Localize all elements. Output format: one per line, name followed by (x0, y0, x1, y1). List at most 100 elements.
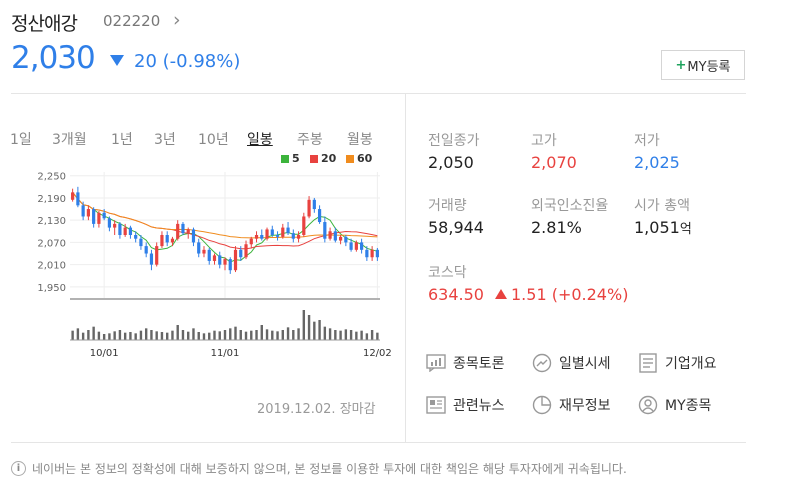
candle-body (160, 235, 164, 247)
legend-label: 5 (292, 152, 300, 165)
candle-body (223, 259, 227, 265)
legend-item: 5 (281, 152, 300, 165)
volume-bar (134, 333, 137, 340)
stat-unit: 억 (679, 222, 692, 237)
volume-bar (208, 332, 211, 340)
legend-swatch (310, 154, 318, 163)
candle-body (233, 249, 238, 271)
link-document-list[interactable]: 기업개요 (637, 352, 717, 374)
stock-code[interactable]: 022220 (103, 12, 161, 30)
volume-bar (81, 332, 85, 340)
period-tab[interactable]: 주봉 (297, 132, 323, 148)
candle-body (197, 242, 201, 254)
link-newspaper[interactable]: 관련뉴스 (425, 394, 505, 416)
info-icon: i (11, 461, 26, 476)
period-tab[interactable]: 월봉 (347, 132, 373, 148)
y-tick-label: 2,070 (37, 238, 66, 249)
candle-body (307, 199, 311, 217)
candle-body (81, 205, 85, 217)
volume-bar (307, 315, 311, 340)
period-tab[interactable]: 1년 (111, 132, 133, 148)
stock-name[interactable]: 정산애강 (11, 13, 78, 35)
candle-body (155, 246, 159, 265)
candle-body (370, 249, 374, 258)
volume-bar (97, 331, 101, 340)
my-register-button[interactable]: + MY등록 (661, 50, 745, 80)
candle-body (118, 223, 122, 235)
legend-swatch (346, 154, 354, 163)
stat-value: 2,050 (428, 153, 474, 172)
period-tab[interactable]: 3년 (154, 132, 176, 148)
volume-bar (355, 331, 358, 340)
x-tick-label: 12/02 (363, 348, 392, 359)
candle-body (375, 249, 379, 258)
candle-body (186, 229, 190, 234)
volume-bar (139, 330, 143, 340)
legend-item: 20 (310, 152, 336, 165)
current-price: 2,030 (11, 40, 96, 76)
link-pie-chart[interactable]: 재무정보 (531, 394, 611, 416)
chevron-right-icon[interactable]: › (173, 9, 181, 31)
volume-bar (87, 330, 90, 340)
y-tick-label: 2,130 (37, 216, 66, 227)
x-tick-label: 10/01 (90, 348, 119, 359)
legend-label: 20 (321, 152, 337, 165)
volume-bar (76, 328, 80, 340)
link-trend-circle[interactable]: 일별시세 (531, 352, 611, 374)
volume-bar (187, 331, 190, 340)
stat-value: 2,025 (634, 153, 680, 172)
volume-bar (192, 328, 195, 340)
candle-body (102, 212, 106, 219)
period-tab[interactable]: 10년 (198, 132, 229, 148)
candle-body (149, 253, 154, 265)
candle-body (144, 246, 148, 254)
candle-body (323, 222, 327, 239)
candle-body (176, 223, 180, 239)
candle-body (128, 227, 133, 235)
stat-number: 2,070 (531, 153, 577, 172)
volume-bar (213, 330, 216, 340)
volume-bar (129, 332, 132, 340)
volume-bar (339, 330, 342, 340)
up-triangle-icon (495, 289, 507, 299)
candle-body (191, 229, 196, 243)
volume-bar (113, 331, 116, 340)
period-tab[interactable]: 1일 (10, 132, 32, 148)
candle-body (360, 242, 364, 250)
stat-label: 전일종가 (428, 133, 480, 149)
candle-body (260, 235, 264, 239)
volume-bar (260, 325, 263, 340)
stat-number: 58,944 (428, 218, 484, 237)
vertical-divider (405, 93, 406, 442)
volume-bar (71, 330, 74, 340)
link-label: 기업개요 (665, 356, 717, 372)
link-person-circle[interactable]: MY종목 (637, 394, 711, 416)
x-tick-label: 11/01 (211, 348, 240, 359)
volume-bar (365, 333, 369, 340)
volume-bar (234, 326, 237, 340)
plus-icon: + (675, 57, 687, 73)
volume-bar (166, 332, 169, 340)
volume-bar (313, 321, 316, 340)
candle-body (170, 238, 175, 243)
stat-label: 시가 총액 (634, 198, 690, 214)
person-circle-icon (637, 394, 659, 416)
period-tab[interactable]: 3개월 (52, 132, 87, 148)
stat-value: 2.81% (531, 218, 582, 237)
link-chat-chart[interactable]: 종목토론 (425, 352, 505, 374)
legend-label: 60 (357, 152, 373, 165)
volume-bar (218, 331, 221, 340)
ma-line-60 (72, 192, 378, 239)
candlestick-chart[interactable]: 2,250 2,190 2,130 2,070 2,010 1,950 10/01 11/01… (0, 160, 400, 360)
candle-body (349, 242, 353, 250)
period-tab[interactable]: 일봉 (247, 132, 273, 148)
trend-circle-icon (531, 352, 553, 374)
stat-value: 2,070 (531, 153, 577, 172)
volume-bar (229, 328, 232, 340)
volume-bar (360, 330, 363, 340)
candle-body (123, 227, 127, 235)
volume-bar (108, 333, 111, 340)
volume-bar (276, 331, 279, 340)
y-tick-label: 2,250 (37, 172, 66, 183)
disclaimer: i 네이버는 본 정보의 정확성에 대해 보증하지 않으며, 본 정보를 이용한… (11, 460, 627, 477)
